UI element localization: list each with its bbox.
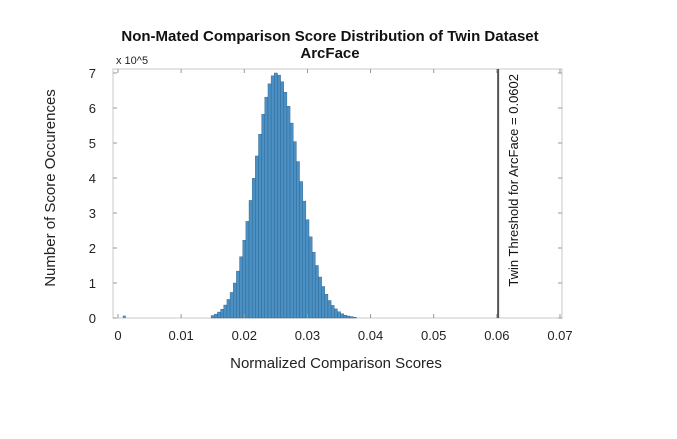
plot-area [112,68,563,319]
histogram-bar [280,81,284,319]
threshold-label: Twin Threshold for ArcFace = 0.0602 [506,74,521,287]
y-tick-label: 5 [89,136,96,151]
histogram-bar [248,200,253,319]
x-tick-label: 0 [114,328,121,343]
histogram-bar [318,276,322,319]
x-tick-label: 0.02 [232,328,257,343]
histogram-bar [229,292,234,319]
y-tick-label: 2 [89,241,96,256]
histogram-bar [296,161,300,319]
x-tick-label: 0.04 [358,328,383,343]
histogram-bar [337,311,341,319]
histogram-bar [274,72,278,319]
histogram-bar [334,308,338,319]
histogram-bar [308,236,313,319]
x-tick-label: 0.03 [295,328,320,343]
x-tick-label: 0.06 [484,328,509,343]
histogram-bar [264,96,269,319]
histogram-bar [283,92,288,319]
histogram-bar [311,251,316,319]
histogram-bar [267,83,272,319]
histogram-bar [353,317,357,319]
histogram-bar [346,315,351,319]
histogram-bar [349,316,354,319]
histogram-bar [340,313,344,319]
x-tick-label: 0.05 [421,328,446,343]
histogram-bar [236,270,240,319]
histogram-bar [258,134,262,319]
histogram-bar [242,240,247,319]
histogram-bar [324,294,329,319]
histogram-bar [233,282,237,319]
y-tick-label: 3 [89,206,96,221]
histogram-bar [330,305,335,319]
x-tick-label: 0.01 [168,328,193,343]
histogram-bar [251,178,256,319]
histogram-bar [261,114,266,319]
histogram-bar [321,286,325,319]
histogram-bar [214,313,218,319]
y-tick-label: 6 [89,101,96,116]
y-tick-label: 1 [89,276,96,291]
histogram-bar [327,300,332,319]
histogram-bar [270,75,275,319]
histogram-bar [217,311,221,319]
chart-subtitle: ArcFace [300,45,359,62]
chart-title: Non-Mated Comparison Score Distribution … [121,28,538,45]
histogram-bar [255,155,259,319]
histogram-bar [223,304,228,319]
histogram-bar [245,221,250,319]
y-axis-label: Number of Score Occurences [42,89,59,287]
histogram-bar [220,309,224,319]
histogram-bar [226,299,231,319]
histogram-bar [293,141,297,319]
histogram-bar [305,219,310,319]
y-tick-label: 0 [89,311,96,326]
histogram-bar [239,256,243,319]
histogram-bar [343,315,348,319]
x-axis-label: Normalized Comparison Scores [230,355,442,372]
y-tick-label: 7 [89,66,96,81]
histogram-bar [289,122,294,319]
y-multiplier-label: x 10^5 [116,55,148,67]
histogram-bar [122,315,126,318]
x-tick-label: 0.07 [547,328,572,343]
histogram-bar [302,200,307,319]
histogram-bar [286,106,291,319]
histogram-bar [210,315,215,319]
y-tick-label: 4 [89,171,96,186]
histogram-bar [315,265,319,319]
histogram-bar [299,181,303,319]
histogram-bar [277,74,281,319]
